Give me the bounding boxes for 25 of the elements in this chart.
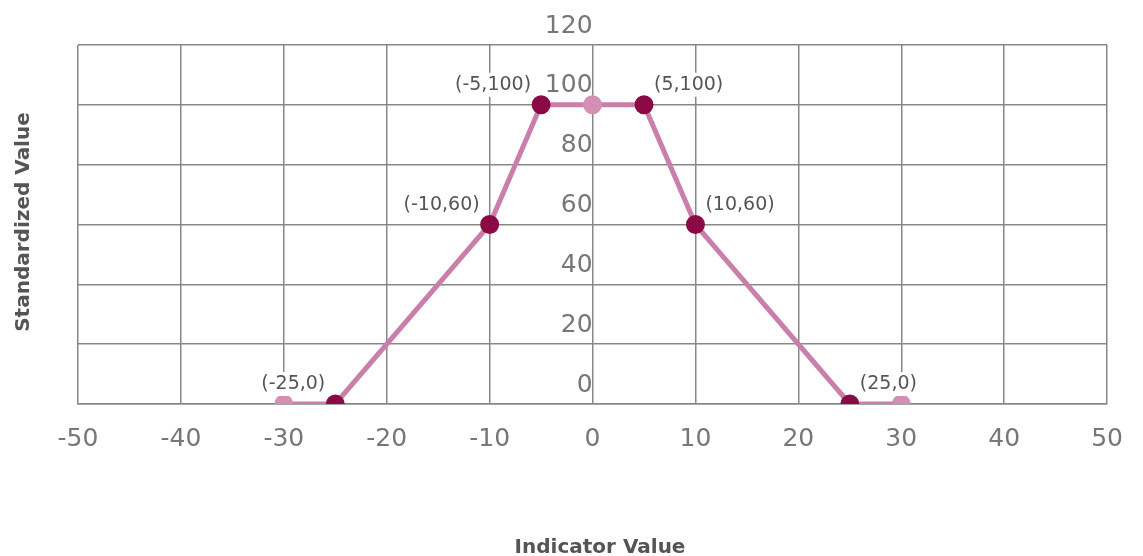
x-tick-label: 10 xyxy=(679,422,712,452)
annotation: (-25,0) xyxy=(261,371,326,394)
y-tick-label: 120 xyxy=(544,9,593,39)
x-tick-label: 20 xyxy=(782,422,815,452)
x-tick-label: -20 xyxy=(366,422,408,452)
annotation: (5,100) xyxy=(654,72,724,95)
x-tick-label: -10 xyxy=(469,422,511,452)
y-tick-label: 40 xyxy=(560,248,593,278)
x-tick-label: 30 xyxy=(885,422,918,452)
y-tick-label: 60 xyxy=(560,189,593,218)
y-axis-title: Standardized Value xyxy=(10,112,34,332)
y-tick-label: 20 xyxy=(560,308,593,338)
x-tick-label: -30 xyxy=(263,422,305,452)
annotation: (-10,60) xyxy=(403,191,480,214)
annotation: (-5,100) xyxy=(455,72,532,95)
x-tick-label: -50 xyxy=(57,422,99,452)
annotation: (10,60) xyxy=(705,191,775,214)
y-tick-label: 80 xyxy=(560,129,593,159)
x-tick-label: -40 xyxy=(160,422,202,452)
x-tick-label: 50 xyxy=(1091,422,1123,452)
y-tick-label: 100 xyxy=(544,69,593,99)
y-tick-label: 0 xyxy=(576,368,593,398)
annotation: (25,0) xyxy=(859,371,917,394)
x-axis-title: Indicator Value xyxy=(514,534,686,556)
x-tick-label: 40 xyxy=(988,422,1021,452)
